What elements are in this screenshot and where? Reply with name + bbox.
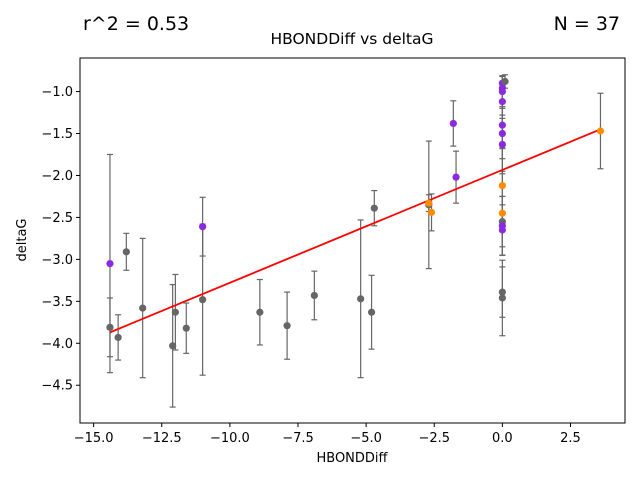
data-point-gray: [498, 294, 506, 302]
y-tick-label: −4.0: [41, 337, 73, 352]
x-axis-ticks: −15.0 −12.5 −10.0 −7.5 −5.0 −2.5 0.0 2.5: [74, 423, 581, 446]
data-point-purple: [449, 119, 457, 128]
data-point-gray: [182, 324, 190, 332]
data-point-gray: [310, 291, 318, 300]
y-axis-label: deltaG: [15, 219, 30, 262]
x-tick-label: 0.0: [492, 431, 513, 446]
y-tick-label: −3.5: [41, 295, 73, 310]
x-tick-label: −7.5: [282, 431, 314, 446]
data-point-gray: [171, 308, 179, 316]
y-tick-label: −1.5: [41, 127, 73, 142]
chart-title: HBONDDiff vs deltaG: [270, 30, 433, 48]
data-point-gray: [256, 308, 264, 316]
x-tick-label: −5.0: [350, 431, 382, 446]
data-point-orange: [596, 127, 605, 135]
data-point-gray: [283, 322, 291, 330]
n-count-text: N = 37: [554, 13, 620, 35]
data-point-gray: [199, 296, 207, 304]
data-point-gray: [501, 77, 509, 86]
y-axis-ticks: −4.5 −4.0 −3.5 −3.0 −2.5 −2.0 −1.5 −1.0: [41, 85, 80, 394]
data-point-orange: [498, 209, 506, 217]
data-point-gray: [106, 323, 114, 331]
data-point-orange: [498, 181, 506, 190]
x-tick-label: 2.5: [560, 431, 581, 446]
data-point-gray: [139, 304, 147, 312]
y-tick-label: −3.0: [41, 253, 73, 268]
y-tick-label: −1.0: [41, 85, 73, 100]
data-point-orange: [427, 208, 436, 216]
y-tick-label: −4.5: [41, 379, 73, 394]
y-tick-label: −2.5: [41, 211, 73, 226]
data-point-purple: [498, 121, 506, 129]
data-point-gray: [367, 308, 376, 316]
x-tick-label: −2.5: [418, 431, 450, 446]
r-squared-text: r^2 = 0.53: [83, 13, 189, 35]
x-tick-label: −10.0: [210, 431, 250, 446]
regression-line: [109, 128, 601, 334]
data-point-gray: [370, 204, 378, 212]
data-point-gray: [122, 248, 130, 256]
axes-frame: [79, 57, 626, 424]
data-point-purple: [498, 129, 506, 138]
data-point-gray: [498, 288, 506, 296]
data-point-gray: [114, 333, 122, 342]
plot-area: [106, 74, 605, 408]
x-axis-label: HBONDDiff: [316, 451, 388, 466]
data-point-purple: [199, 223, 207, 231]
data-point-purple: [106, 259, 114, 268]
data-point-purple: [498, 87, 506, 96]
data-point-purple: [452, 173, 460, 181]
x-tick-label: −15.0: [74, 431, 114, 446]
data-point-gray: [357, 295, 365, 303]
y-tick-label: −2.0: [41, 169, 73, 184]
data-point-gray: [169, 342, 177, 350]
data-point-purple: [498, 226, 506, 234]
data-point-purple: [498, 98, 506, 106]
x-tick-label: −12.5: [142, 431, 182, 446]
data-point-orange: [425, 199, 433, 207]
data-point-purple: [498, 140, 506, 149]
